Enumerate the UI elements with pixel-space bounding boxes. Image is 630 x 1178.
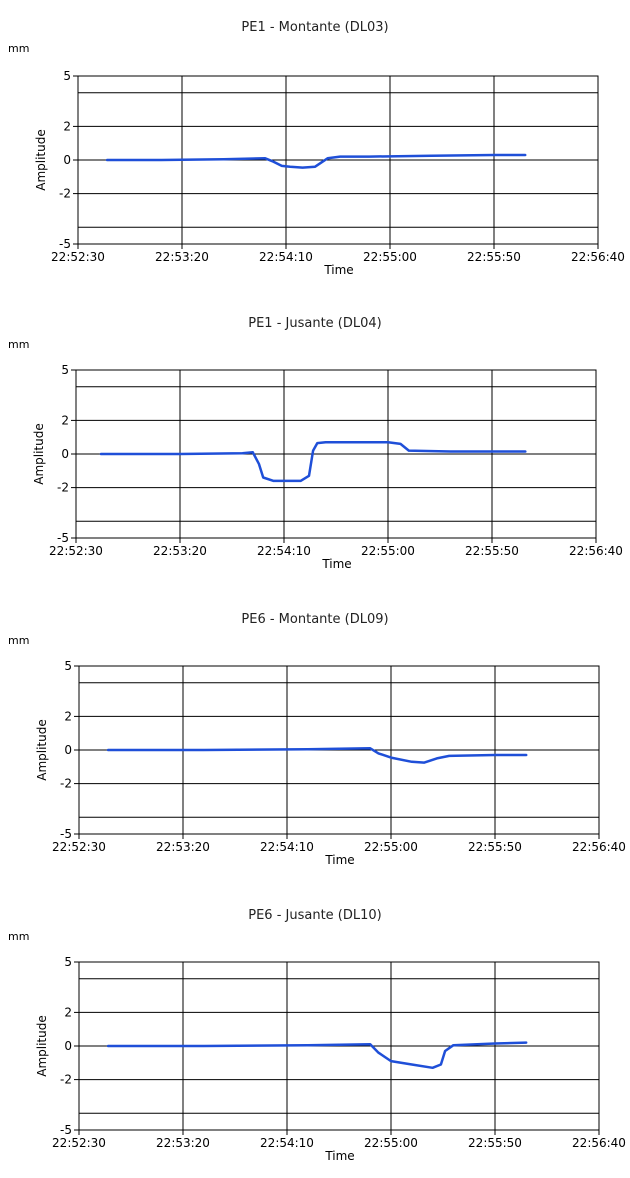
y-tick-label: 5 (64, 659, 72, 673)
x-tick-label: 22:54:10 (259, 250, 313, 264)
y-tick-label: 0 (64, 1039, 72, 1053)
x-tick-label: 22:53:20 (156, 1136, 210, 1150)
y-tick-label: 2 (64, 709, 72, 723)
x-axis-label: Time (323, 263, 353, 277)
chart-panel-4: PE6 - Jusante (DL10) mm 5 2 0 -2 -522:52:30 22:… (8, 908, 626, 1163)
x-tick-label: 22:54:10 (260, 1136, 314, 1150)
y-tick-label: 2 (61, 413, 69, 427)
x-tick-label: 22:52:30 (49, 544, 103, 558)
unit-label: mm (8, 634, 29, 647)
x-tick-label: 22:53:20 (156, 840, 210, 854)
chart-title: PE1 - Jusante (DL04) (248, 316, 382, 331)
series-line-1 (105, 153, 527, 169)
x-tick-label: 22:52:30 (51, 250, 105, 264)
y-tick-label: 0 (64, 743, 72, 757)
y-tick-label: 2 (64, 1005, 72, 1019)
x-tick-label: 22:52:30 (52, 840, 106, 854)
y-tick-label: 5 (63, 69, 71, 83)
chart-title: PE1 - Montante (DL03) (241, 20, 388, 35)
chart-title: PE6 - Montante (DL09) (241, 612, 388, 627)
y-tick-label: 2 (63, 119, 71, 133)
chart-title: PE6 - Jusante (DL10) (248, 908, 382, 923)
x-tick-label: 22:56:40 (572, 1136, 626, 1150)
x-tick-label: 22:53:20 (153, 544, 207, 558)
y-tick-label: -5 (59, 237, 71, 251)
x-tick-label: 22:55:50 (467, 250, 521, 264)
y-tick-label: 0 (63, 153, 71, 167)
unit-label: mm (8, 338, 29, 351)
series-line-1 (106, 1041, 528, 1070)
x-tick-label: 22:55:50 (468, 1136, 522, 1150)
unit-label: mm (8, 42, 29, 55)
unit-label: mm (8, 930, 29, 943)
x-tick-label: 22:52:30 (52, 1136, 106, 1150)
x-tick-label: 22:55:00 (361, 544, 415, 558)
y-tick-label: -2 (57, 481, 69, 495)
x-tick-label: 22:54:10 (260, 840, 314, 854)
chart-panel-2: PE1 - Jusante (DL04) mm 5 2 0 -2 -522:52:30 22:… (8, 316, 623, 571)
y-axis-label: Amplitude (35, 719, 49, 781)
chart-panel-3: PE6 - Montante (DL09) mm 5 2 0 -2 -522:52:30 22… (8, 612, 626, 867)
x-tick-label: 22:53:20 (155, 250, 209, 264)
y-tick-label: 0 (61, 447, 69, 461)
y-tick-label: 5 (64, 955, 72, 969)
y-tick-label: -2 (59, 187, 71, 201)
series-line-1 (106, 747, 528, 764)
y-tick-label: -2 (60, 1073, 72, 1087)
x-tick-label: 22:55:00 (364, 840, 418, 854)
x-tick-label: 22:54:10 (257, 544, 311, 558)
x-tick-label: 22:56:40 (571, 250, 625, 264)
y-axis-label: Amplitude (34, 129, 48, 191)
y-tick-label: 5 (61, 363, 69, 377)
y-tick-label: -5 (57, 531, 69, 545)
y-axis-label: Amplitude (32, 423, 46, 485)
x-tick-label: 22:55:00 (363, 250, 417, 264)
y-tick-label: -5 (60, 827, 72, 841)
x-tick-label: 22:56:40 (572, 840, 626, 854)
x-axis-label: Time (321, 557, 351, 571)
chart-panel-1: PE1 - Montante (DL03) mm 5 2 0 -2 -522:52:30 22… (8, 20, 625, 277)
x-tick-label: 22:56:40 (569, 544, 623, 558)
y-tick-label: -2 (60, 777, 72, 791)
x-tick-label: 22:55:00 (364, 1136, 418, 1150)
y-axis-label: Amplitude (35, 1015, 49, 1077)
x-axis-label: Time (324, 1149, 354, 1163)
x-tick-label: 22:55:50 (465, 544, 519, 558)
x-tick-label: 22:55:50 (468, 840, 522, 854)
x-axis-label: Time (324, 853, 354, 867)
series-line-1 (99, 440, 527, 483)
y-tick-label: -5 (60, 1123, 72, 1137)
